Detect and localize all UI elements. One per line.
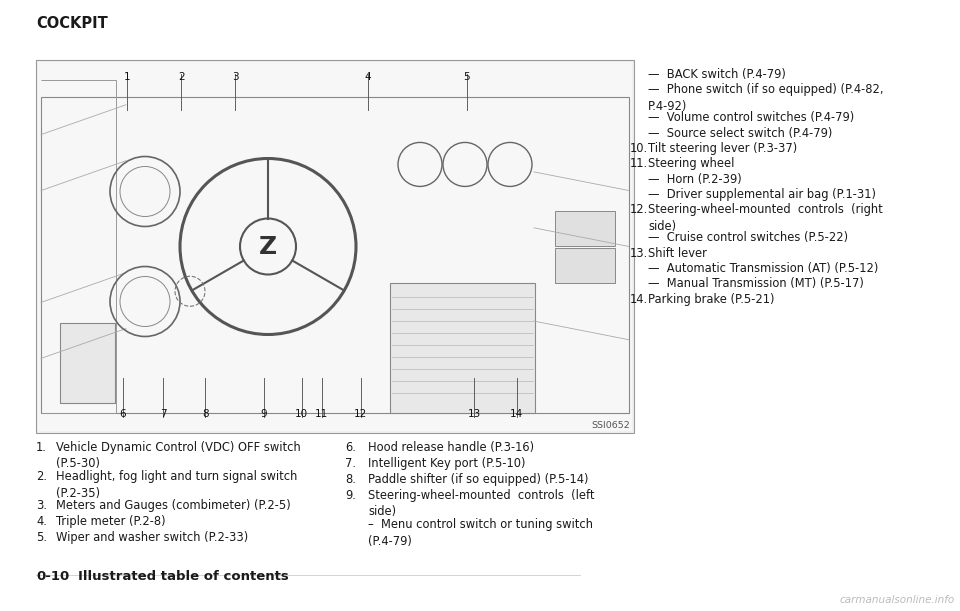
Text: 6: 6 [119,409,126,419]
Text: 8.: 8. [345,473,356,486]
Text: 10: 10 [295,409,308,419]
Text: Tilt steering lever (P.3-37): Tilt steering lever (P.3-37) [648,142,797,155]
Text: 14.: 14. [630,293,648,306]
Text: 5.: 5. [36,531,47,544]
Text: Illustrated table of contents: Illustrated table of contents [78,570,289,583]
Bar [390,283,535,413]
Text: —  Manual Transmission (MT) (P.5-17): — Manual Transmission (MT) (P.5-17) [648,277,864,290]
Text: —  Volume control switches (P.4-79): — Volume control switches (P.4-79) [648,111,854,125]
Bar [555,248,615,283]
Text: 11.: 11. [630,157,648,170]
Bar [60,323,115,403]
Text: 7.: 7. [345,457,356,470]
Bar [555,211,615,246]
Text: 2: 2 [178,72,184,82]
Text: 2.: 2. [36,470,47,483]
Text: Triple meter (P.2-8): Triple meter (P.2-8) [56,515,166,528]
Text: 12.: 12. [630,203,648,216]
Text: SSI0652: SSI0652 [591,421,630,430]
Text: Shift lever: Shift lever [648,247,707,260]
Text: 3.: 3. [36,499,47,512]
Text: carmanualsonline.info: carmanualsonline.info [840,595,955,605]
Text: COCKPIT: COCKPIT [36,16,108,31]
Text: 1: 1 [124,72,131,82]
Text: 4: 4 [365,72,372,82]
Text: 9.: 9. [345,489,356,502]
Text: 13: 13 [468,409,481,419]
Text: Intelligent Key port (P.5-10): Intelligent Key port (P.5-10) [368,457,525,470]
Text: 12: 12 [354,409,368,419]
Text: Paddle shifter (if so equipped) (P.5-14): Paddle shifter (if so equipped) (P.5-14) [368,473,588,486]
Text: 6.: 6. [345,441,356,454]
Text: 4.: 4. [36,515,47,528]
Text: Wiper and washer switch (P.2-33): Wiper and washer switch (P.2-33) [56,531,249,544]
Text: Hood release handle (P.3-16): Hood release handle (P.3-16) [368,441,534,454]
Text: 3: 3 [231,72,238,82]
Text: 8: 8 [202,409,208,419]
Text: 9: 9 [260,409,267,419]
Text: 11: 11 [315,409,328,419]
Text: Steering wheel: Steering wheel [648,157,734,170]
Text: –  Menu control switch or tuning switch
(P.4-79): – Menu control switch or tuning switch (… [368,518,593,547]
Text: —  Source select switch (P.4-79): — Source select switch (P.4-79) [648,126,832,140]
Text: Meters and Gauges (combimeter) (P.2-5): Meters and Gauges (combimeter) (P.2-5) [56,499,291,512]
Text: Headlight, fog light and turn signal switch
(P.2-35): Headlight, fog light and turn signal swi… [56,470,298,500]
Bar [38,62,632,431]
Text: 1.: 1. [36,441,47,454]
Text: 0-10: 0-10 [36,570,69,583]
Text: —  Automatic Transmission (AT) (P.5-12): — Automatic Transmission (AT) (P.5-12) [648,262,878,275]
Text: —  Driver supplemental air bag (P.1-31): — Driver supplemental air bag (P.1-31) [648,188,876,201]
Text: Parking brake (P.5-21): Parking brake (P.5-21) [648,293,775,306]
Text: Steering-wheel-mounted  controls  (right
side): Steering-wheel-mounted controls (right s… [648,203,883,233]
Text: Z: Z [259,235,277,258]
Text: 7: 7 [160,409,167,419]
Text: Steering-wheel-mounted  controls  (left
side): Steering-wheel-mounted controls (left si… [368,489,594,519]
Text: —  Phone switch (if so equipped) (P.4-82,
P.4-92): — Phone switch (if so equipped) (P.4-82,… [648,83,883,113]
Text: —  Cruise control switches (P.5-22): — Cruise control switches (P.5-22) [648,232,848,244]
Text: 13.: 13. [630,247,648,260]
Text: 5: 5 [464,72,469,82]
Text: —  BACK switch (P.4-79): — BACK switch (P.4-79) [648,68,786,81]
Text: Vehicle Dynamic Control (VDC) OFF switch
(P.5-30): Vehicle Dynamic Control (VDC) OFF switch… [56,441,300,470]
Text: 14: 14 [510,409,523,419]
Text: —  Horn (P.2-39): — Horn (P.2-39) [648,172,742,186]
Bar [36,60,634,433]
Text: 10.: 10. [630,142,648,155]
